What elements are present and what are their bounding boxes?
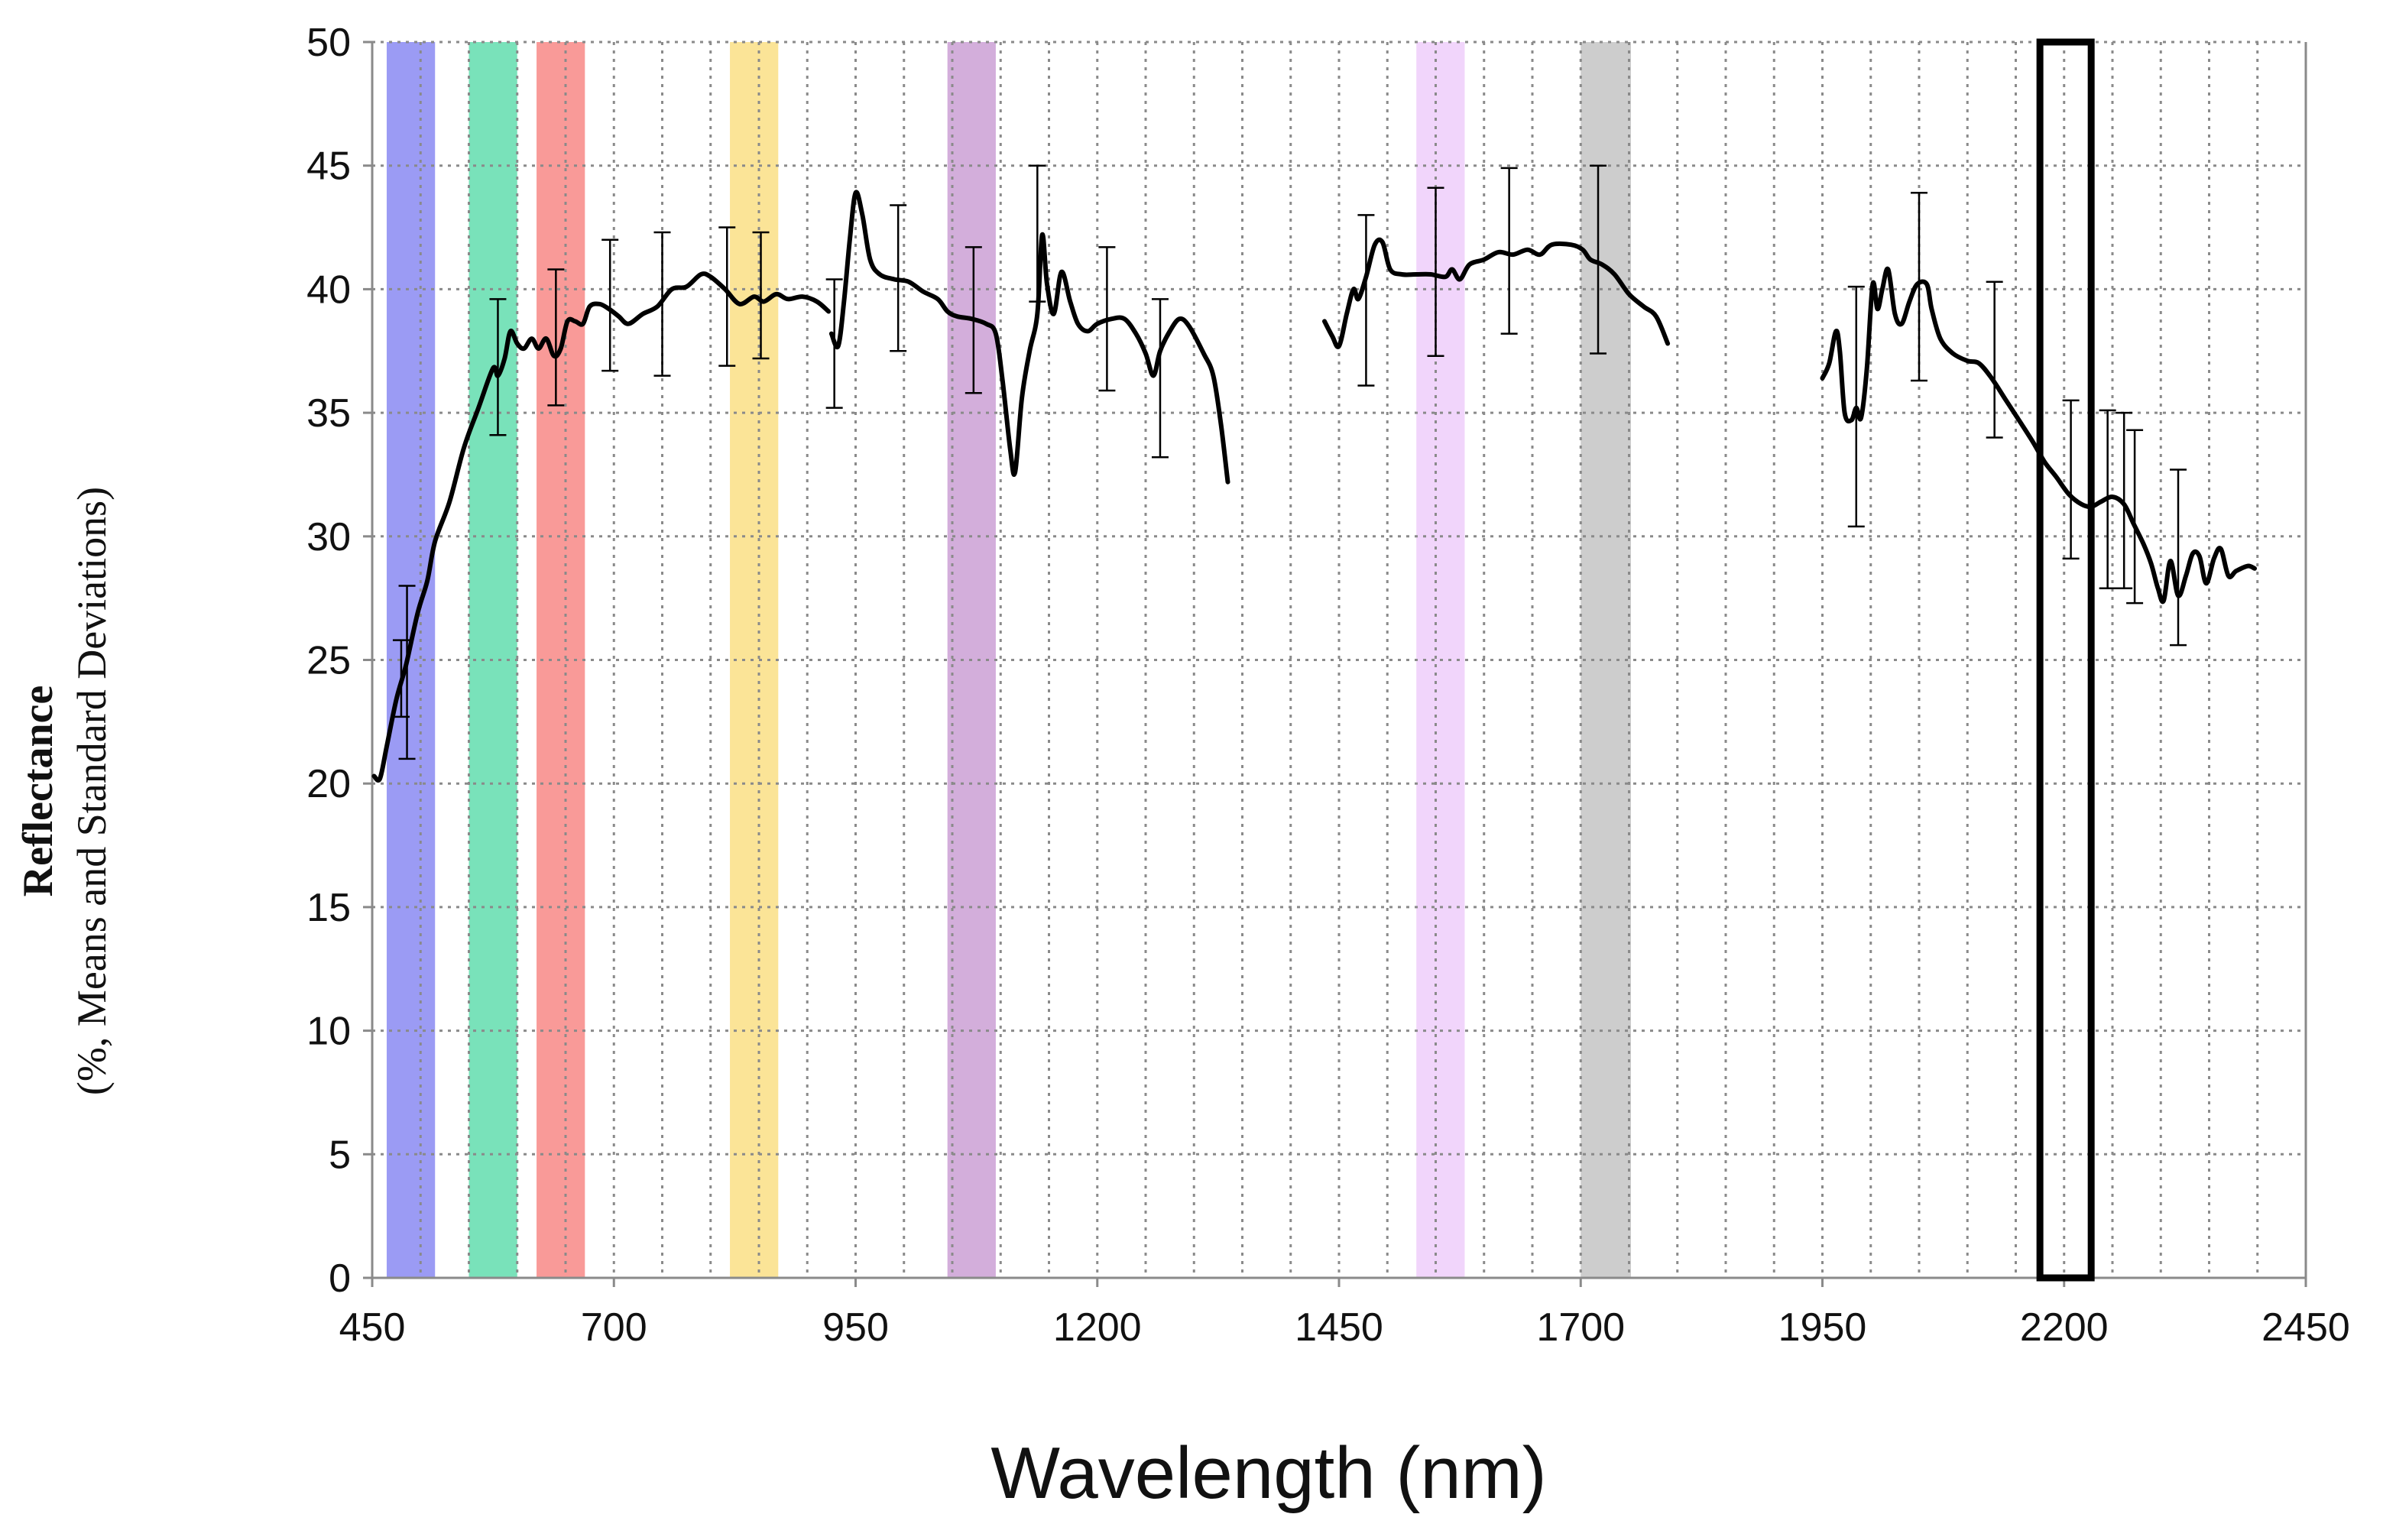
x-tick-label: 1700 <box>1536 1305 1625 1350</box>
x-tick-label: 450 <box>339 1305 406 1350</box>
error-bar <box>825 278 843 409</box>
error-bar <box>2099 409 2116 589</box>
error-bar <box>1986 280 2003 439</box>
error-bar <box>398 585 416 760</box>
y-tick-label: 20 <box>306 762 351 806</box>
series-line-segment-4 <box>1820 266 2257 605</box>
band-blue <box>386 42 436 1278</box>
grid <box>372 41 2306 1278</box>
error-bar <box>1098 246 1116 392</box>
error-bar <box>890 204 907 352</box>
y-tick-label: 0 <box>329 1256 351 1301</box>
error-bar <box>2170 468 2187 647</box>
wavelength-bands <box>386 42 1632 1278</box>
band-gray <box>1581 42 1632 1278</box>
y-tick-label: 50 <box>306 21 351 65</box>
x-tick-label: 1950 <box>1778 1305 1867 1350</box>
x-tick-label: 700 <box>581 1305 647 1350</box>
error-bar <box>965 246 982 394</box>
highlight-box <box>2036 38 2095 1282</box>
error-bar <box>653 231 671 377</box>
y-tick-label: 10 <box>306 1010 351 1054</box>
reflectance-series <box>371 190 2257 783</box>
error-bar <box>1590 164 1607 355</box>
error-bar <box>718 226 736 367</box>
y-tick-label: 35 <box>306 391 351 436</box>
error-bar <box>2062 399 2080 560</box>
y-tick-label: 15 <box>306 886 351 930</box>
band-red <box>537 42 585 1278</box>
y-axis-title-main: Reflectance <box>15 686 62 897</box>
y-axis-title-sub: (%, Means and Standard Deviations) <box>69 487 115 1095</box>
error-bar <box>1357 214 1375 387</box>
error-bar <box>752 231 770 360</box>
error-bars <box>392 164 2187 760</box>
error-bar <box>489 298 507 436</box>
error-bar <box>601 238 619 372</box>
series-line-segment-2 <box>828 190 1230 485</box>
x-tick-label: 2450 <box>2261 1305 2350 1350</box>
error-bar <box>1029 164 1046 303</box>
x-tick-label: 2200 <box>2020 1305 2109 1350</box>
plot-frame <box>363 41 2307 1287</box>
error-bar <box>1847 285 1865 528</box>
x-axis-title: Wavelength (nm) <box>990 1432 1546 1514</box>
error-bar <box>2126 429 2144 605</box>
highlight-rectangle <box>2036 38 2095 1282</box>
y-tick-label: 30 <box>306 515 351 559</box>
y-axis-ticks: 0 5 10 15 20 25 30 35 40 45 50 <box>306 21 351 1301</box>
y-tick-label: 5 <box>329 1133 351 1177</box>
y-tick-label: 45 <box>306 144 351 189</box>
error-bar <box>1911 192 1927 382</box>
error-bar <box>1500 167 1518 335</box>
error-bar <box>1427 186 1444 357</box>
x-tick-label: 1450 <box>1295 1305 1383 1350</box>
error-bar <box>2116 411 2133 589</box>
y-tick-label: 25 <box>306 639 351 683</box>
x-axis-ticks: 450 700 950 1200 1450 1700 1950 2200 2450 <box>339 1305 2350 1350</box>
series-line-segment-1 <box>371 271 832 783</box>
series-line-segment-3 <box>1322 237 1671 349</box>
error-bar <box>1151 298 1169 459</box>
band-yellow <box>730 42 779 1278</box>
y-axis-title: Reflectance (%, Means and Standard Devia… <box>15 487 115 1095</box>
error-bar <box>547 268 565 407</box>
y-tick-label: 40 <box>306 267 351 312</box>
x-tick-label: 950 <box>822 1305 889 1350</box>
x-tick-label: 1200 <box>1053 1305 1142 1350</box>
